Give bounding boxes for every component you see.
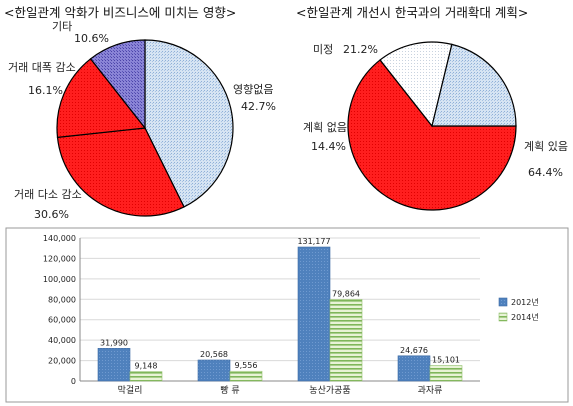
pie1-value-1: 30.6% xyxy=(34,208,69,221)
pie1-label-2: 거래 대폭 감소 xyxy=(8,61,76,74)
x-label-0: 막걸리 xyxy=(118,385,143,396)
bar-chart-legend: 2012년 2014년 xyxy=(498,297,539,322)
pie2-label-2: 미정 xyxy=(313,43,333,56)
pie2-value-0: 64.4% xyxy=(528,166,563,179)
pie1-slice-2 xyxy=(56,57,147,139)
bar-value-label-1-1: 9,556 xyxy=(235,361,258,370)
bar-value-label-2-1: 79,864 xyxy=(332,289,360,298)
pie1-label-1: 거래 다소 감소 xyxy=(14,188,82,201)
y-tick-7: 140,000 xyxy=(43,234,76,243)
pie1-slices xyxy=(56,39,234,217)
pie2-value-1: 14.4% xyxy=(311,140,346,153)
pie1-slice-3 xyxy=(89,39,146,130)
pie1-labels: 영향없음 42.7% 거래 다소 감소 30.6% 거래 대폭 감소 16.1% 기타10.… xyxy=(8,20,276,221)
pie2-slices xyxy=(347,41,517,211)
pie2-label-1: 계획 없음 xyxy=(303,121,347,134)
y-tick-3: 60,000 xyxy=(48,316,76,325)
bar-value-label-0-1: 9,148 xyxy=(135,362,158,371)
x-label-2: 농산가공품 xyxy=(309,385,350,396)
legend-swatch-1 xyxy=(498,312,508,322)
pie2-value-2: 21.2% xyxy=(343,43,378,56)
x-label-1: 빵 류 xyxy=(220,385,239,396)
y-tick-1: 20,000 xyxy=(48,357,76,366)
y-tick-0: 0 xyxy=(71,377,76,386)
x-label-3: 과자류 xyxy=(418,385,443,396)
pie1-value-0: 42.7% xyxy=(241,100,276,113)
bar-chart-y-ticks: 0 20,000 40,000 60,000 80,000 100,000 120,000 1… xyxy=(43,234,76,386)
bar-value-label-3-1: 15,101 xyxy=(432,356,460,365)
y-tick-5: 100,000 xyxy=(43,275,76,284)
bar-1-1 xyxy=(229,370,263,382)
pie2-slice-1 xyxy=(379,41,453,128)
pie-chart-trade-plan: <한일관계 개선시 한국과의 거래확대 계획> 계획 있음 64.4% 계획 없음 1… xyxy=(296,5,568,211)
bar-3-1 xyxy=(429,365,463,382)
pie2-slice-0 xyxy=(347,59,517,211)
bar-value-label-0-0: 31,990 xyxy=(100,338,128,347)
pie1-title: <한일관계 악화가 비즈니스에 미치는 영향> xyxy=(4,5,236,20)
bar-2-0 xyxy=(297,246,331,382)
y-tick-4: 80,000 xyxy=(48,295,76,304)
pie2-labels: 계획 있음 64.4% 계획 없음 14.4% 미정 21.2% xyxy=(303,43,568,179)
bar-chart-export: 0 20,000 40,000 60,000 80,000 100,000 120,000 1… xyxy=(5,227,569,403)
legend-swatch-0 xyxy=(498,297,508,307)
pie2-slice-2 xyxy=(431,43,517,127)
bar-2-1 xyxy=(329,299,363,382)
bar-0-0 xyxy=(97,348,131,382)
bar-chart-bars: 31,990 9,148 20,568 9,556 131,177 79,864 24,67… xyxy=(97,237,463,382)
pie2-title: <한일관계 개선시 한국과의 거래확대 계획> xyxy=(296,5,528,20)
pie1-slice-1 xyxy=(56,127,185,217)
pie1-label-0: 영향없음 xyxy=(233,83,273,96)
bar-value-label-3-0: 24,676 xyxy=(400,346,428,355)
pie1-label-3: 기타 xyxy=(52,20,72,33)
pie1-value-2: 16.1% xyxy=(28,84,63,97)
pie1-slice-0 xyxy=(144,39,234,208)
legend-label-0: 2012년 xyxy=(511,297,539,307)
y-tick-2: 40,000 xyxy=(48,336,76,345)
bar-3-0 xyxy=(397,355,431,382)
bar-chart-frame xyxy=(5,227,569,403)
legend-label-1: 2014년 xyxy=(511,312,539,322)
pie2-label-0: 계획 있음 xyxy=(524,140,568,153)
bar-value-label-2-0: 131,177 xyxy=(297,237,330,246)
pie-chart-business-impact: <한일관계 악화가 비즈니스에 미치는 영향> 영향없음 42.7% 거래 다소 감… xyxy=(4,5,276,221)
bar-1-0 xyxy=(197,359,231,382)
pie1-value-3: 10.6% xyxy=(74,32,109,45)
bar-chart-x-labels: 막걸리 빵 류 농산가공품 과자류 xyxy=(118,385,443,396)
bar-value-label-1-0: 20,568 xyxy=(200,350,228,359)
bar-0-1 xyxy=(129,371,163,382)
y-tick-6: 120,000 xyxy=(43,254,76,263)
